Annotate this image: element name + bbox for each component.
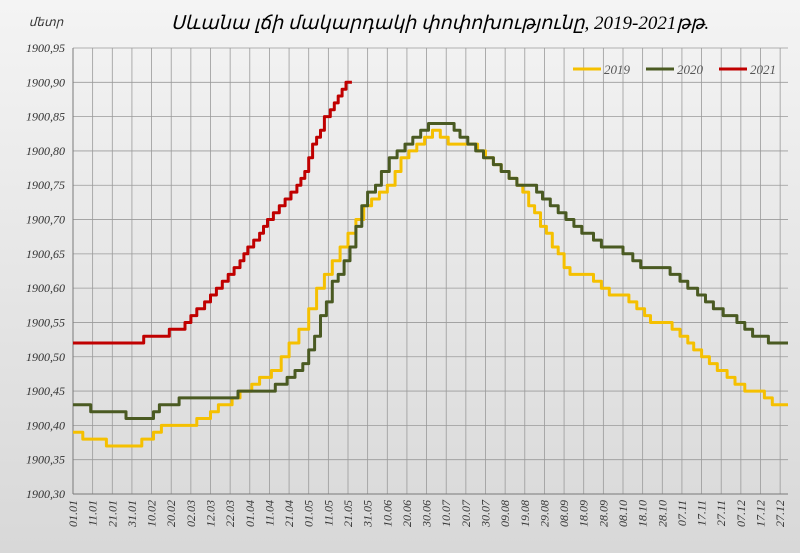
x-tick-label: 31.01 bbox=[125, 500, 139, 528]
x-tick-label: 19.08 bbox=[518, 500, 532, 527]
y-tick-label: 1900,95 bbox=[26, 41, 65, 55]
series-2019-line bbox=[73, 128, 788, 448]
y-tick-label: 1900,35 bbox=[26, 453, 65, 467]
x-tick-label: 18.10 bbox=[636, 500, 650, 527]
x-tick-label: 21.05 bbox=[341, 500, 355, 527]
x-tick-label: 30.06 bbox=[420, 500, 434, 528]
y-tick-label: 1900,30 bbox=[26, 487, 65, 501]
legend-label-2020: 2020 bbox=[677, 62, 704, 77]
x-tick-label: 02.03 bbox=[184, 500, 198, 527]
x-tick-label: 01.05 bbox=[302, 500, 316, 527]
x-tick-label: 11.04 bbox=[262, 500, 276, 526]
y-tick-label: 1900,70 bbox=[26, 213, 65, 227]
x-tick-label: 07.12 bbox=[734, 500, 748, 527]
y-tick-label: 1900,80 bbox=[26, 144, 65, 158]
y-tick-label: 1900,90 bbox=[26, 75, 65, 89]
x-tick-label: 11.01 bbox=[86, 500, 100, 526]
x-tick-label: 20.06 bbox=[400, 500, 414, 527]
y-tick-label: 1900,65 bbox=[26, 247, 65, 261]
x-tick-label: 27.12 bbox=[773, 500, 787, 527]
y-tick-label: 1900,50 bbox=[26, 350, 65, 364]
x-tick-label: 08.10 bbox=[616, 500, 630, 527]
x-tick-label: 10.06 bbox=[380, 500, 394, 527]
x-tick-label: 20.02 bbox=[164, 500, 178, 527]
y-tick-label: 1900,55 bbox=[26, 315, 65, 329]
y-tick-label: 1900,60 bbox=[26, 281, 65, 295]
x-tick-label: 17.12 bbox=[754, 500, 768, 527]
y-tick-label: 1900,85 bbox=[26, 110, 65, 124]
x-tick-label: 31.05 bbox=[361, 500, 375, 528]
x-tick-label: 09.08 bbox=[498, 500, 512, 527]
y-tick-label: 1900,45 bbox=[26, 384, 65, 398]
x-tick-label: 20.07 bbox=[459, 499, 473, 527]
x-tick-label: 07.11 bbox=[675, 500, 689, 526]
x-tick-label: 21.04 bbox=[282, 500, 296, 527]
y-tick-label: 1900,40 bbox=[26, 418, 65, 432]
x-tick-label: 08.09 bbox=[557, 500, 571, 527]
chart-title: Սևանա լճի մակարդակի փոփոխությունը, 2019-… bbox=[171, 13, 709, 34]
x-tick-label: 22.03 bbox=[223, 500, 237, 527]
plot-area bbox=[73, 48, 788, 494]
x-tick-label: 10.02 bbox=[145, 500, 159, 527]
x-tick-label: 17.11 bbox=[695, 500, 709, 526]
series-2020-line bbox=[73, 122, 788, 420]
x-tick-label: 18.09 bbox=[577, 500, 591, 527]
x-tick-label: 01.01 bbox=[66, 500, 80, 527]
x-tick-label: 01.04 bbox=[243, 500, 257, 527]
x-tick-label: 11.05 bbox=[321, 500, 335, 526]
legend-label-2021: 2021 bbox=[750, 62, 776, 77]
x-tick-label: 28.10 bbox=[655, 500, 669, 527]
x-tick-label: 27.11 bbox=[714, 500, 728, 526]
series-2021-line bbox=[73, 80, 352, 345]
legend-label-2019: 2019 bbox=[604, 62, 631, 77]
x-tick-label: 12.03 bbox=[204, 500, 218, 527]
x-tick-label: 21.01 bbox=[105, 500, 119, 527]
x-tick-label: 28.09 bbox=[596, 500, 610, 527]
x-tick-label: 29.08 bbox=[537, 500, 551, 527]
x-tick-label: 10.07 bbox=[439, 499, 453, 527]
y-tick-label: 1900,75 bbox=[26, 178, 65, 192]
x-tick-label: 30.07 bbox=[479, 499, 493, 528]
y-axis-unit-label: մետր bbox=[29, 15, 64, 29]
